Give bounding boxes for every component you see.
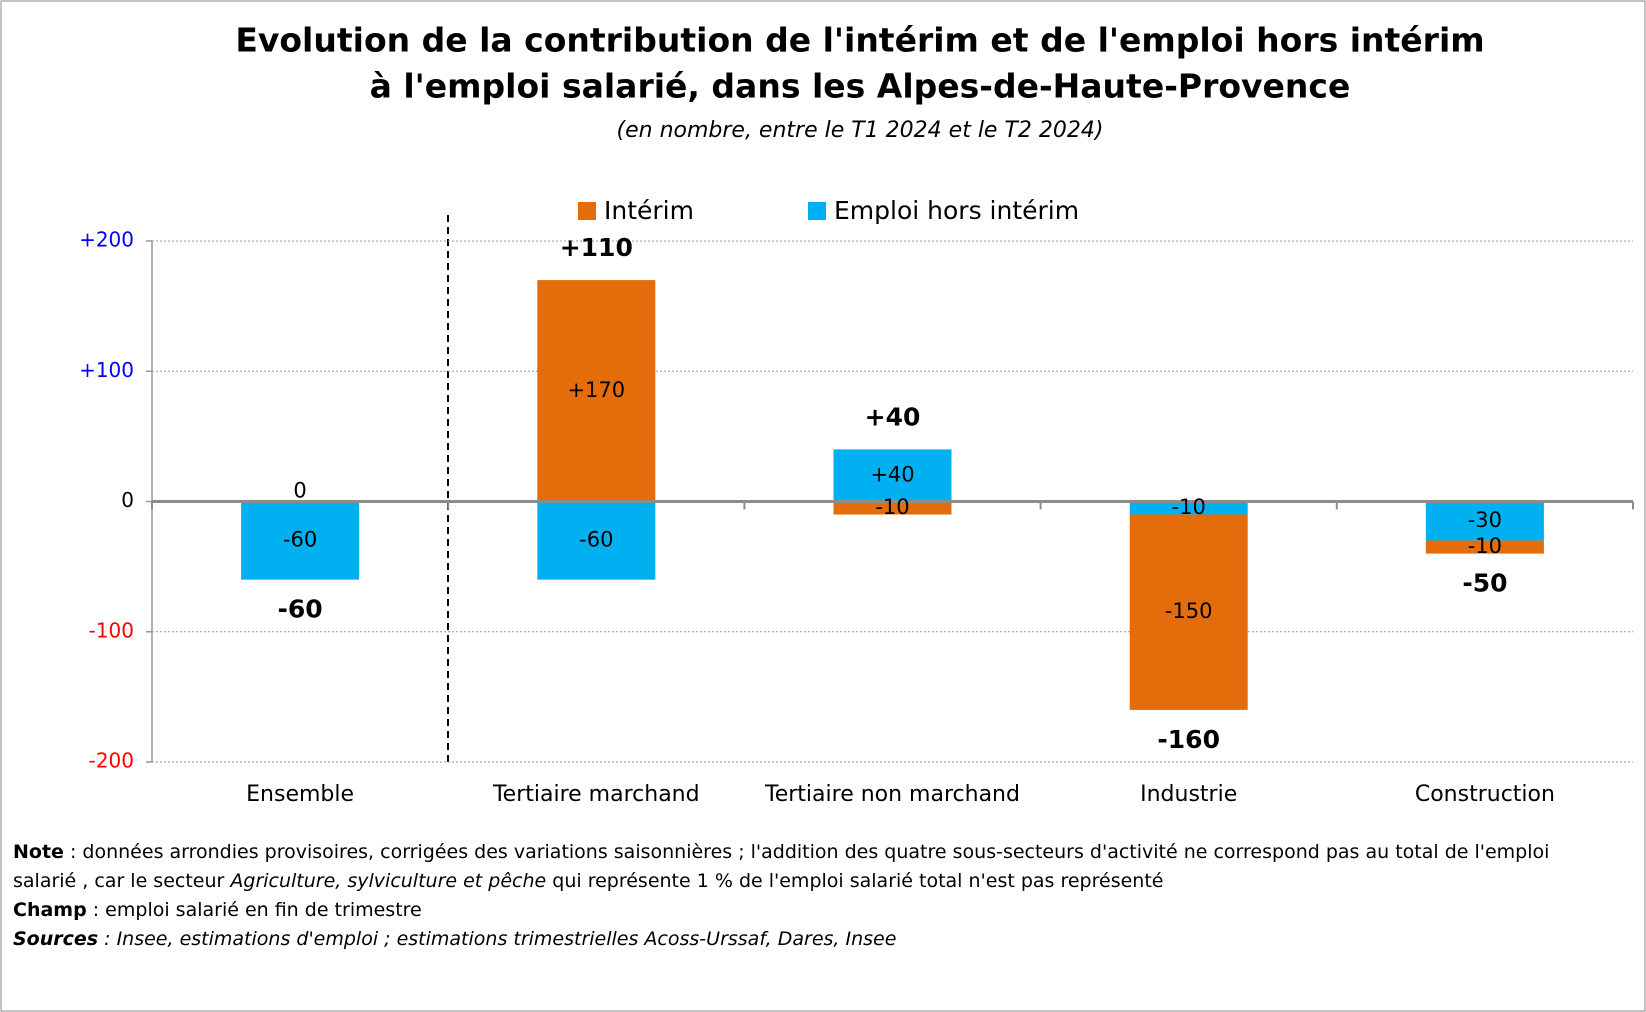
value-label: +40	[870, 462, 914, 486]
total-label: +40	[865, 402, 921, 431]
bar-segment	[537, 280, 656, 502]
champ-label: Champ	[13, 899, 87, 921]
value-label: -150	[1165, 599, 1213, 623]
champ-text: : emploi salarié en fin de trimestre	[86, 899, 422, 921]
sources-text: : Insee, estimations d'emploi ; estimati…	[98, 928, 897, 950]
bar-segment	[1129, 501, 1248, 515]
notes: Note : données arrondies provisoires, co…	[13, 838, 1613, 954]
legend-label: Emploi hors intérim	[834, 196, 1079, 225]
note-text: Agriculture, sylviculture et pêche	[230, 870, 547, 892]
total-label: -160	[1157, 725, 1220, 754]
y-tick-label: 0	[121, 488, 134, 512]
sources-label: Sources	[13, 928, 99, 950]
value-label: -10	[1468, 534, 1502, 558]
y-tick-label: -100	[89, 618, 134, 642]
bar-segment	[1129, 514, 1248, 710]
total-label: -50	[1462, 569, 1507, 598]
chart-subtitle: (en nombre, entre le T1 2024 et le T2 20…	[617, 118, 1104, 143]
note-text: : données arrondies provisoires, corrigé…	[13, 841, 1550, 892]
bar-segment	[833, 449, 952, 502]
y-tick-label: +200	[79, 228, 134, 252]
bar-segment	[537, 501, 656, 580]
x-tick-label: Tertiaire marchand	[492, 782, 700, 807]
chart-title: Evolution de la contribution de l'intéri…	[235, 21, 1484, 60]
bar-segment	[1425, 501, 1544, 541]
x-tick-label: Construction	[1415, 782, 1555, 807]
bar-segment	[241, 501, 360, 580]
value-label: -10	[875, 495, 909, 519]
value-label: -60	[283, 528, 317, 552]
x-tick-label: Industrie	[1140, 782, 1237, 807]
value-label: 0	[293, 479, 306, 503]
note: Note : données arrondies provisoires, co…	[13, 838, 1613, 896]
sources: Sources : Insee, estimations d'emploi ; …	[13, 925, 1613, 954]
legend-label: Intérim	[604, 196, 694, 225]
bar-segment	[1425, 540, 1544, 554]
x-tick-label: Ensemble	[246, 782, 354, 807]
note-text: qui représente 1 % de l'emploi salarié t…	[546, 870, 1164, 892]
y-tick-label: +100	[79, 358, 134, 382]
total-label: +110	[560, 233, 633, 262]
bar-segment	[833, 501, 952, 515]
legend-swatch	[578, 202, 596, 220]
x-tick-label: Tertiaire non marchand	[764, 782, 1020, 807]
champ: Champ : emploi salarié en fin de trimest…	[13, 896, 1613, 925]
value-label: -30	[1468, 508, 1502, 532]
value-label: -60	[579, 528, 613, 552]
value-label: +170	[567, 378, 625, 402]
legend-swatch	[808, 202, 826, 220]
total-label: -60	[278, 595, 323, 624]
note-label: Note	[13, 841, 64, 863]
value-label: -10	[1172, 495, 1206, 519]
chart-title: à l'emploi salarié, dans les Alpes-de-Ha…	[370, 67, 1351, 106]
y-tick-label: -200	[89, 749, 134, 773]
